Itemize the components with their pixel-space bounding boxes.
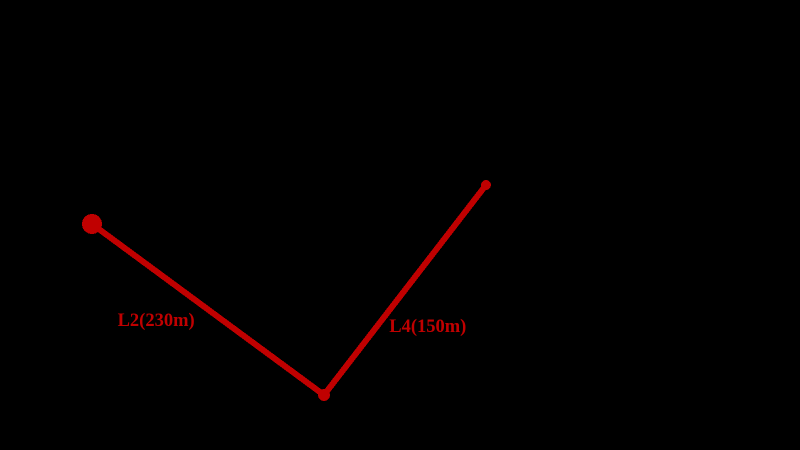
svg-text:L4(150m): L4(150m)	[389, 317, 466, 337]
svg-text:L2(230m): L2(230m)	[118, 311, 195, 331]
